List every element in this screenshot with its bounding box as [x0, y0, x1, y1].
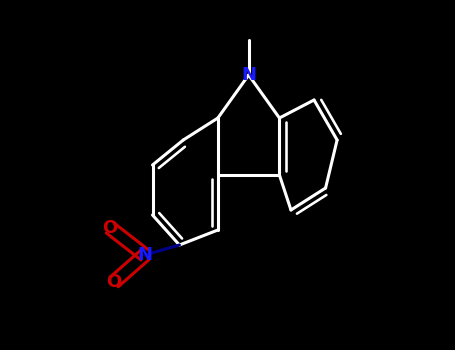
Text: N: N	[137, 246, 152, 264]
Text: O: O	[102, 219, 118, 237]
Text: N: N	[241, 66, 256, 84]
Text: O: O	[106, 273, 121, 291]
